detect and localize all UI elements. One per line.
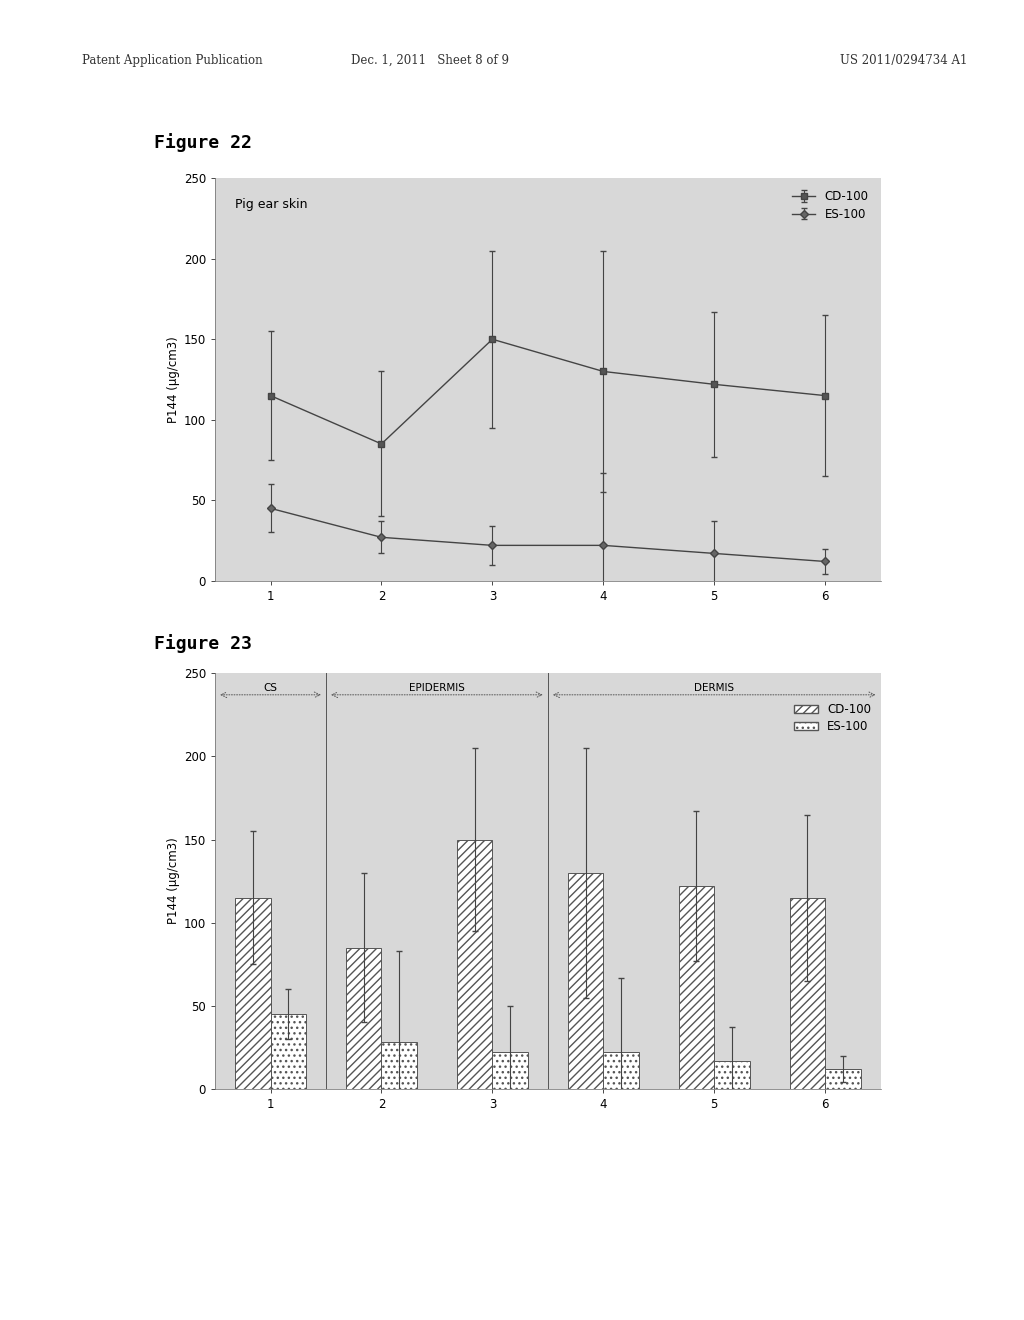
- Text: DERMIS: DERMIS: [694, 684, 734, 693]
- Text: US 2011/0294734 A1: US 2011/0294734 A1: [840, 54, 967, 67]
- Text: Pig ear skin: Pig ear skin: [234, 198, 307, 211]
- Text: Dec. 1, 2011   Sheet 8 of 9: Dec. 1, 2011 Sheet 8 of 9: [351, 54, 509, 67]
- Bar: [603, 1052, 639, 1089]
- Y-axis label: P144 (μg/cm3): P144 (μg/cm3): [167, 838, 179, 924]
- Bar: [234, 898, 270, 1089]
- Bar: [790, 898, 825, 1089]
- Text: EPIDERMIS: EPIDERMIS: [409, 684, 465, 693]
- Bar: [825, 1069, 861, 1089]
- Legend: CD-100, ES-100: CD-100, ES-100: [785, 183, 874, 227]
- Text: Figure 23: Figure 23: [154, 635, 252, 653]
- Text: CS: CS: [263, 684, 278, 693]
- Bar: [381, 1043, 417, 1089]
- Text: Figure 22: Figure 22: [154, 133, 252, 152]
- Bar: [270, 1014, 306, 1089]
- Bar: [679, 886, 715, 1089]
- Bar: [346, 948, 381, 1089]
- Y-axis label: P144 (μg/cm3): P144 (μg/cm3): [167, 337, 179, 422]
- Legend: CD-100, ES-100: CD-100, ES-100: [791, 700, 874, 737]
- Text: Patent Application Publication: Patent Application Publication: [82, 54, 262, 67]
- Bar: [457, 840, 493, 1089]
- Bar: [567, 873, 603, 1089]
- Bar: [493, 1052, 528, 1089]
- Bar: [715, 1061, 750, 1089]
